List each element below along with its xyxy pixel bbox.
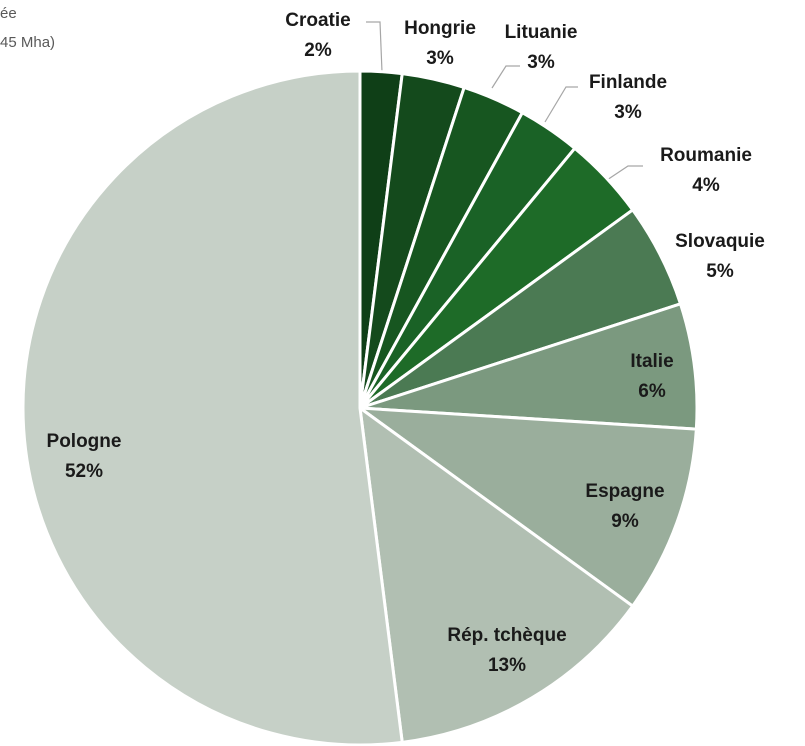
pie-slice bbox=[359, 301, 699, 431]
pie bbox=[21, 69, 699, 746]
slice-value-label: 52% bbox=[65, 461, 103, 482]
slice-label: Croatie bbox=[285, 10, 350, 31]
leader-line bbox=[606, 165, 643, 181]
slice-value-label: 3% bbox=[426, 48, 454, 69]
slice-label: Italie bbox=[630, 351, 673, 372]
slice-label: Slovaquie bbox=[675, 231, 765, 252]
slice-label: Roumanie bbox=[660, 145, 752, 166]
slice-label: Finlande bbox=[589, 72, 667, 93]
slice-value-label: 9% bbox=[611, 511, 639, 532]
leader-line bbox=[544, 86, 578, 123]
chart-subtitle: 45 Mha) bbox=[0, 34, 55, 51]
chart-title: ée bbox=[0, 5, 17, 22]
slice-label: Lituanie bbox=[505, 22, 578, 43]
leader-line bbox=[366, 21, 383, 73]
slice-value-label: 3% bbox=[527, 52, 555, 73]
slice-value-label: 6% bbox=[638, 381, 666, 402]
slice-value-label: 2% bbox=[304, 40, 332, 61]
slice-label: Pologne bbox=[47, 431, 122, 452]
leader-lines bbox=[366, 21, 643, 181]
slice-label: Rép. tchèque bbox=[447, 625, 566, 646]
leader-line bbox=[491, 65, 520, 89]
slice-label: Espagne bbox=[585, 481, 664, 502]
pie-slice bbox=[354, 406, 698, 609]
pie-slice bbox=[21, 69, 404, 746]
pie-slice bbox=[358, 404, 635, 745]
slice-value-label: 4% bbox=[692, 175, 720, 196]
slice-value-label: 13% bbox=[488, 655, 526, 676]
slice-value-label: 5% bbox=[706, 261, 734, 282]
slice-label: Hongrie bbox=[404, 18, 476, 39]
slice-value-label: 3% bbox=[614, 102, 642, 123]
